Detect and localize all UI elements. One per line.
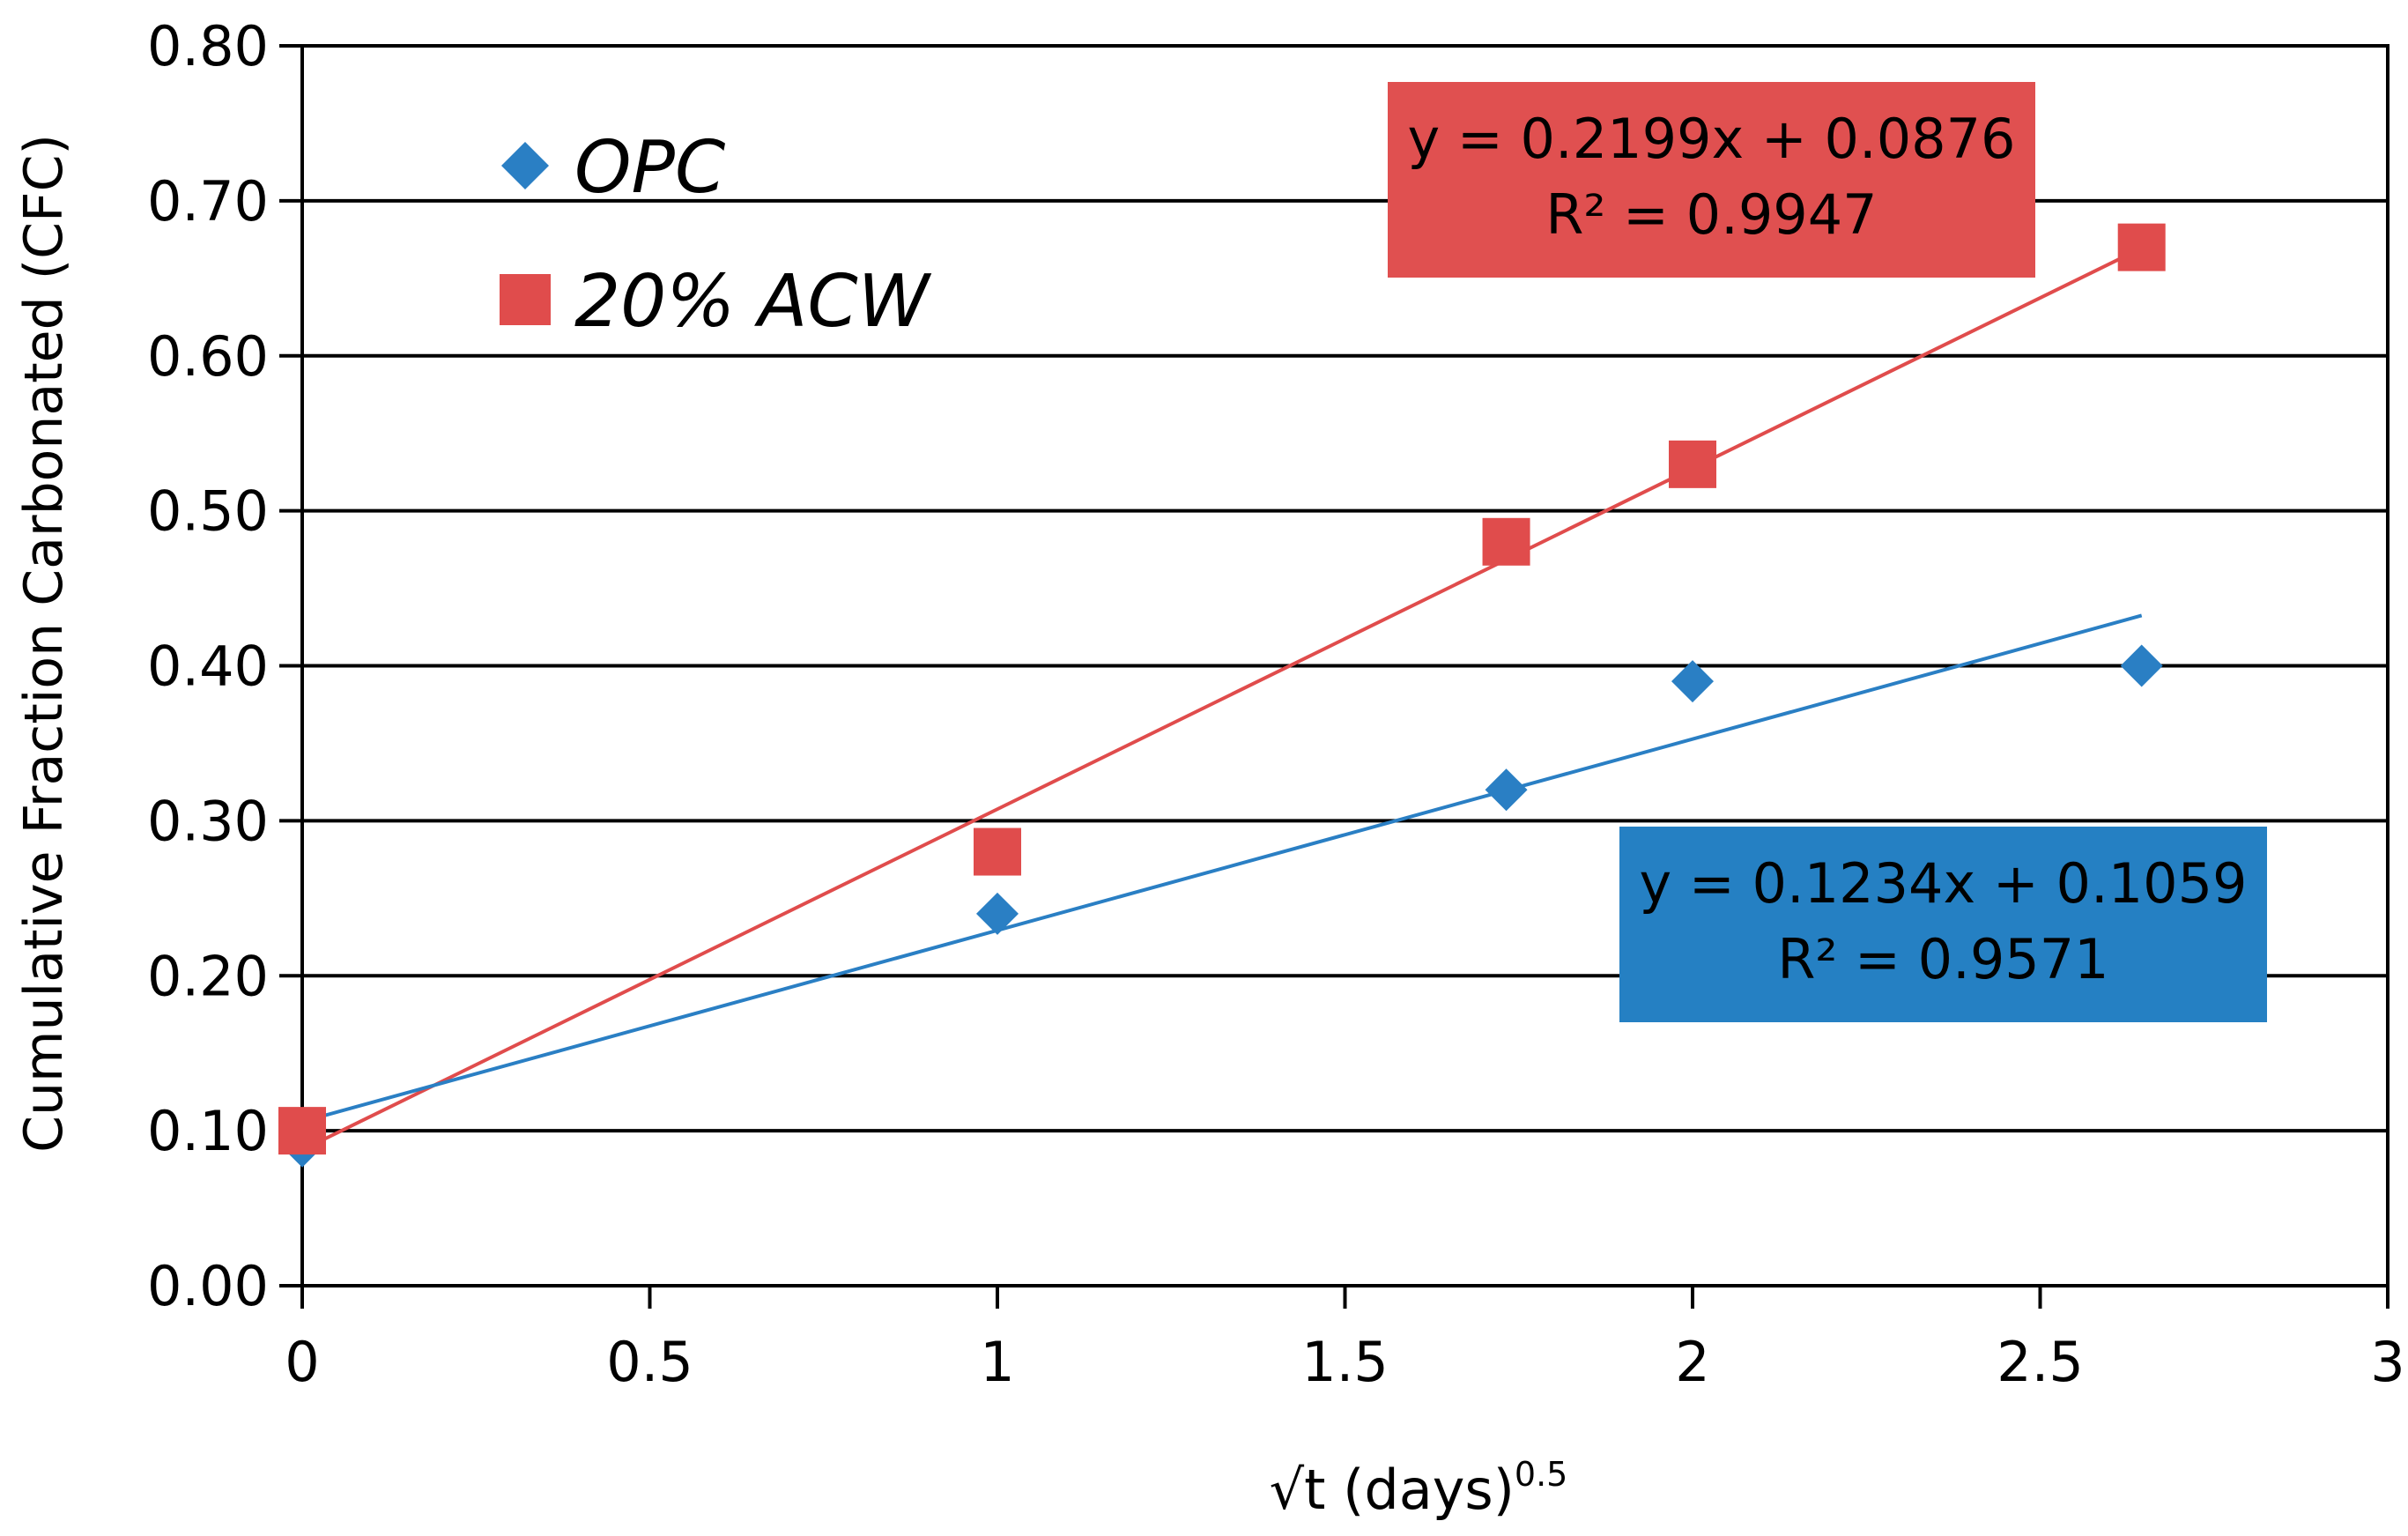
y-axis-label: Cumulative Fraction Carbonated (CFC) bbox=[13, 134, 75, 1153]
data-point-acw bbox=[1482, 517, 1530, 566]
x-tick-label: 0.5 bbox=[606, 1330, 693, 1394]
y-tick-label: 0.80 bbox=[147, 14, 269, 78]
data-point-acw bbox=[974, 827, 1021, 876]
y-tick-label: 0.00 bbox=[147, 1254, 269, 1318]
y-tick-label: 0.30 bbox=[147, 789, 269, 853]
equation-boxes: y = 0.2199x + 0.0876 R² = 0.9947 y = 0.123… bbox=[1388, 82, 2267, 1022]
data-point-opc bbox=[1485, 768, 1528, 812]
y-tick-label: 0.50 bbox=[147, 479, 269, 544]
data-point-opc bbox=[976, 892, 1019, 935]
legend: OPC 20% ACW bbox=[500, 126, 932, 344]
x-tick-label: 1.5 bbox=[1301, 1330, 1389, 1394]
trendline-opc bbox=[301, 613, 2143, 1124]
x-axis-label-main: √t (days) bbox=[1270, 1458, 1515, 1522]
x-axis-ticks: 0 0.5 1 1.5 2 2.5 3 bbox=[285, 1286, 2405, 1394]
x-tick-label: 0 bbox=[285, 1330, 319, 1394]
y-tick-label: 0.10 bbox=[147, 1099, 269, 1163]
data-point-opc bbox=[1671, 660, 1714, 703]
data-point-acw bbox=[2117, 223, 2166, 271]
x-tick-label: 2.5 bbox=[1997, 1330, 2084, 1394]
y-tick-label: 0.40 bbox=[147, 634, 269, 699]
x-axis-label: √t (days)0.5 bbox=[1270, 1455, 1568, 1522]
legend-label-opc: OPC bbox=[574, 126, 725, 210]
legend-label-acw: 20% ACW bbox=[574, 260, 932, 344]
trend-equation-opc: y = 0.1234x + 0.1059 bbox=[1640, 851, 2248, 916]
y-tick-label: 0.70 bbox=[147, 169, 269, 234]
equation-box-opc bbox=[1619, 827, 2267, 1022]
trendline-acw bbox=[301, 246, 2143, 1152]
grid-lines bbox=[302, 44, 2388, 1133]
data-points bbox=[278, 223, 2166, 1168]
data-point-opc bbox=[2120, 644, 2163, 687]
x-tick-label: 2 bbox=[1675, 1330, 1709, 1394]
y-axis-ticks: 0.00 0.10 0.20 0.30 0.40 0.50 0.60 0.70 0.80 bbox=[147, 14, 302, 1318]
y-tick-label: 0.60 bbox=[147, 324, 269, 389]
legend-marker-acw bbox=[500, 274, 551, 325]
y-tick-label: 0.20 bbox=[147, 944, 269, 1008]
data-point-acw bbox=[278, 1107, 326, 1155]
data-point-acw bbox=[1669, 440, 1716, 488]
legend-marker-opc bbox=[501, 142, 549, 189]
r-squared-opc: R² = 0.9571 bbox=[1777, 927, 2108, 991]
trend-equation-acw: y = 0.2199x + 0.0876 bbox=[1408, 107, 2016, 171]
r-squared-acw: R² = 0.9947 bbox=[1545, 182, 1877, 247]
trendlines bbox=[301, 246, 2143, 1152]
x-axis-label-superscript: 0.5 bbox=[1515, 1455, 1567, 1494]
x-tick-label: 3 bbox=[2370, 1330, 2404, 1394]
x-tick-label: 1 bbox=[980, 1330, 1014, 1394]
equation-box-acw bbox=[1388, 82, 2035, 278]
